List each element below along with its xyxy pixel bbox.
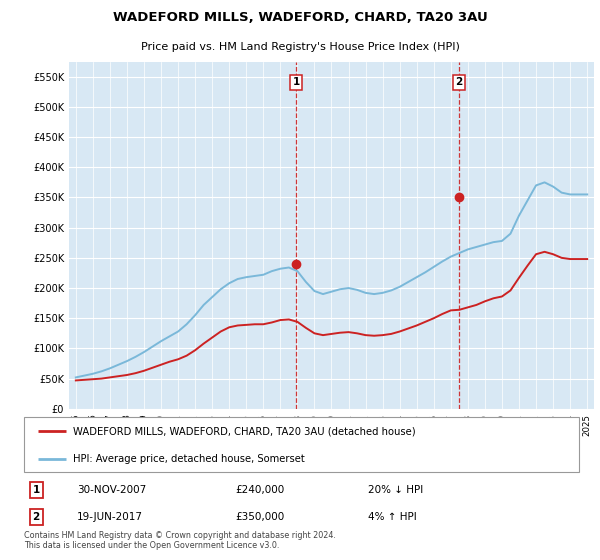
Text: 19-JUN-2017: 19-JUN-2017	[77, 512, 143, 522]
Text: 1: 1	[292, 77, 299, 87]
Text: 2: 2	[32, 512, 40, 522]
Text: Contains HM Land Registry data © Crown copyright and database right 2024.
This d: Contains HM Land Registry data © Crown c…	[24, 531, 336, 550]
Text: £350,000: £350,000	[235, 512, 284, 522]
Text: 1: 1	[32, 485, 40, 494]
Text: Price paid vs. HM Land Registry's House Price Index (HPI): Price paid vs. HM Land Registry's House …	[140, 42, 460, 52]
Text: 30-NOV-2007: 30-NOV-2007	[77, 485, 146, 494]
Text: 4% ↑ HPI: 4% ↑ HPI	[368, 512, 417, 522]
Text: 20% ↓ HPI: 20% ↓ HPI	[368, 485, 424, 494]
Text: WADEFORD MILLS, WADEFORD, CHARD, TA20 3AU (detached house): WADEFORD MILLS, WADEFORD, CHARD, TA20 3A…	[73, 427, 415, 436]
Text: WADEFORD MILLS, WADEFORD, CHARD, TA20 3AU: WADEFORD MILLS, WADEFORD, CHARD, TA20 3A…	[113, 11, 487, 24]
Text: 2: 2	[455, 77, 463, 87]
FancyBboxPatch shape	[24, 417, 579, 472]
Text: HPI: Average price, detached house, Somerset: HPI: Average price, detached house, Some…	[73, 455, 305, 464]
Text: £240,000: £240,000	[235, 485, 284, 494]
